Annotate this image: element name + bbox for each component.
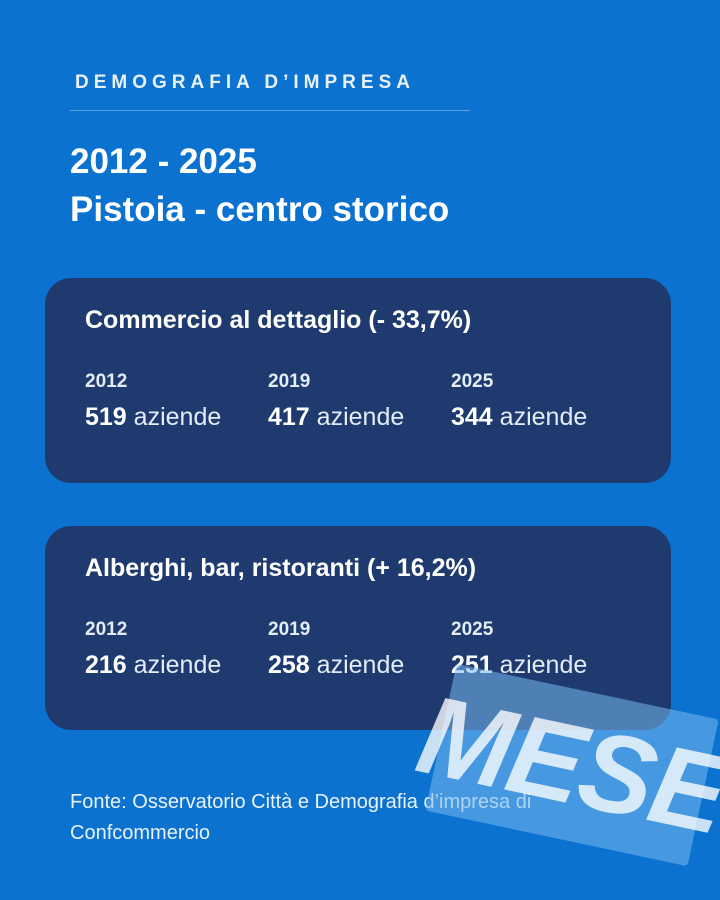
kicker-divider <box>70 110 470 111</box>
stat-unit: aziende <box>133 651 222 679</box>
stat-unit: aziende <box>316 651 405 679</box>
stat-year: 2025 <box>451 371 494 392</box>
stat-number: 258 <box>268 651 310 679</box>
card-title: Commercio al dettaglio (- 33,7%) <box>85 306 472 334</box>
stat-year: 2025 <box>451 619 494 640</box>
stat-item: 2012 519 aziende <box>85 370 221 432</box>
stat-year: 2019 <box>268 371 311 392</box>
stat-number: 417 <box>268 403 310 431</box>
page-title: 2012 - 2025 Pistoia - centro storico <box>70 138 449 234</box>
stat-unit: aziende <box>499 651 588 679</box>
stat-unit: aziende <box>316 403 405 431</box>
stat-unit: aziende <box>499 403 588 431</box>
section-kicker: DEMOGRAFIA D’IMPRESA <box>75 72 415 93</box>
stat-item: 2025 344 aziende <box>451 370 587 432</box>
stat-item: 2019 417 aziende <box>268 370 404 432</box>
stat-item: 2019 258 aziende <box>268 618 404 680</box>
stat-unit: aziende <box>133 403 222 431</box>
stat-year: 2012 <box>85 371 128 392</box>
stat-item: 2012 216 aziende <box>85 618 221 680</box>
title-years: 2012 - 2025 <box>70 142 257 181</box>
stat-year: 2012 <box>85 619 128 640</box>
title-location: Pistoia - centro storico <box>70 190 450 229</box>
stat-value: 258 aziende <box>268 650 404 680</box>
source-note: Fonte: Osservatorio Città e Demografia d… <box>70 791 532 844</box>
stat-item: 2025 251 aziende <box>451 618 587 680</box>
stat-value: 251 aziende <box>451 650 587 680</box>
card-retail: Commercio al dettaglio (- 33,7%) 2012 51… <box>45 278 671 483</box>
card-title: Alberghi, bar, ristoranti (+ 16,2%) <box>85 554 477 582</box>
stat-value: 344 aziende <box>451 402 587 432</box>
card-hospitality: Alberghi, bar, ristoranti (+ 16,2%) 2012… <box>45 526 671 730</box>
stat-year: 2019 <box>268 619 311 640</box>
stat-value: 417 aziende <box>268 402 404 432</box>
stat-value: 519 aziende <box>85 402 221 432</box>
stat-number: 344 <box>451 403 493 431</box>
stat-number: 519 <box>85 403 127 431</box>
stat-number: 216 <box>85 651 127 679</box>
stat-value: 216 aziende <box>85 650 221 680</box>
